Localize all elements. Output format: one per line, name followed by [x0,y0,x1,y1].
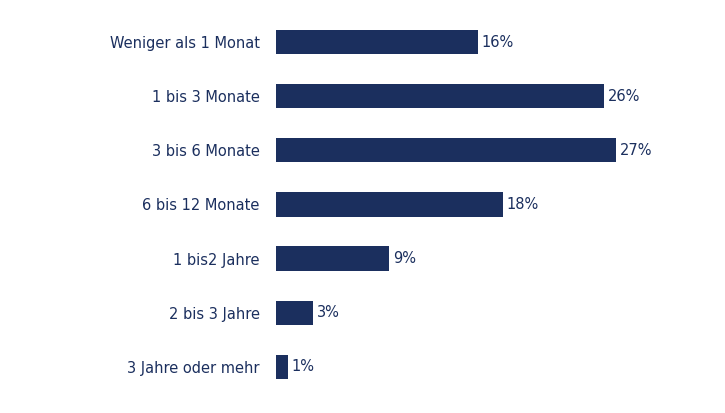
Bar [276,30,478,54]
Text: 1%: 1% [292,359,315,374]
Text: 9%: 9% [393,251,416,266]
Text: 3%: 3% [317,305,340,320]
Bar [276,247,389,271]
Bar [276,192,503,216]
Bar [276,84,604,108]
Text: 26%: 26% [608,89,640,104]
Bar [276,301,313,325]
Text: 18%: 18% [507,197,539,212]
Bar [276,138,616,162]
Text: 16%: 16% [481,35,513,50]
Bar [276,355,288,379]
Text: 27%: 27% [621,143,652,158]
